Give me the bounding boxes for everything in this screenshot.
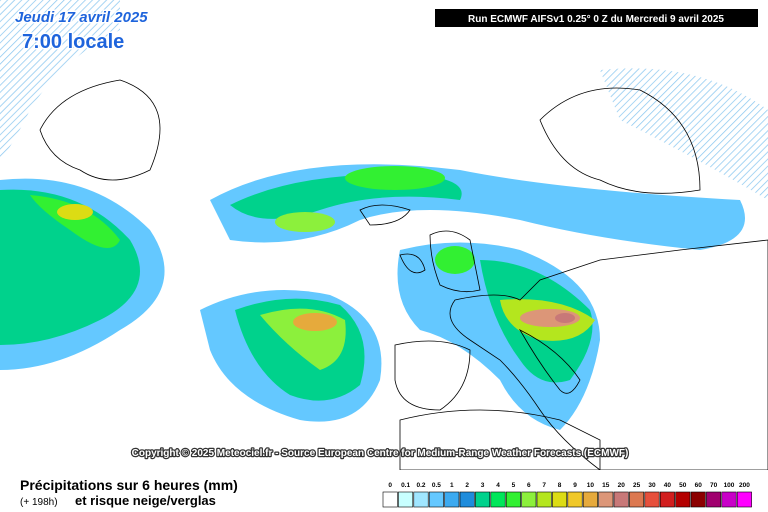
- coastline: [429, 230, 481, 293]
- legend-swatch: [690, 491, 706, 508]
- legend-label: 15: [602, 482, 610, 489]
- legend-label: 100: [724, 482, 735, 489]
- rain-area: [293, 313, 337, 331]
- coastline: [399, 253, 426, 274]
- legend-label: 3: [481, 482, 485, 489]
- legend-label: 7: [542, 482, 546, 489]
- legend-swatch: [736, 491, 752, 508]
- coastlines: [39, 79, 768, 471]
- legend-label: 8: [558, 482, 562, 489]
- legend-label: 60: [695, 482, 703, 489]
- legend-label: 5: [512, 482, 516, 489]
- forecast-date: Jeudi 17 avril 2025: [15, 9, 148, 26]
- legend-swatch: [629, 491, 645, 508]
- legend-swatch: [382, 491, 398, 508]
- run-info: Run ECMWF AIFSv1 0.25° 0 Z du Mercredi 9…: [468, 14, 724, 25]
- legend-label: 4: [496, 482, 500, 489]
- legend-swatch: [567, 491, 583, 508]
- legend-swatch: [444, 491, 460, 508]
- legend-lead: (+ 198h): [20, 497, 58, 508]
- legend-swatch: [490, 491, 506, 508]
- coastline: [449, 239, 768, 471]
- coastline: [399, 409, 601, 471]
- legend-swatch: [505, 491, 521, 508]
- coastline: [39, 79, 161, 181]
- run-box: [435, 9, 758, 27]
- legend-swatch: [598, 491, 614, 508]
- rain-area: [435, 246, 475, 274]
- legend-swatch: [459, 491, 475, 508]
- legend-label: 2: [465, 482, 469, 489]
- legend-title: Précipitations sur 6 heures (mm): [20, 477, 238, 493]
- legend-label: 30: [648, 482, 656, 489]
- coastline: [518, 329, 581, 394]
- legend-label: 20: [618, 482, 626, 489]
- legend-label: 25: [633, 482, 641, 489]
- legend-label: 0: [388, 482, 392, 489]
- legend-label: 6: [527, 482, 531, 489]
- legend-label: 10: [587, 482, 595, 489]
- legend-label: 0.1: [401, 482, 410, 489]
- snow-hatch: [600, 68, 768, 200]
- legend-swatch: [552, 491, 568, 508]
- legend-scale: 0 0.1 0.2 0.5 1 2 3 4 5 6 7 8 9 10 15 20 25 30 40 50 60 70 100…: [382, 482, 752, 508]
- legend-swatch: [721, 491, 737, 508]
- coastline: [539, 87, 701, 194]
- coastline: [394, 340, 471, 411]
- legend-label: 50: [679, 482, 687, 489]
- legend-swatch: [521, 491, 537, 508]
- legend-label: 9: [573, 482, 577, 489]
- legend-label: 0.5: [432, 482, 441, 489]
- rain-area: [345, 166, 445, 190]
- legend-swatch: [644, 491, 660, 508]
- legend-swatch: [706, 491, 722, 508]
- legend-label: 40: [664, 482, 672, 489]
- legend-swatch: [582, 491, 598, 508]
- legend-swatch: [675, 491, 691, 508]
- rain-area: [30, 195, 120, 248]
- legend-label: 1: [450, 482, 454, 489]
- rain-area: [57, 204, 93, 220]
- legend-label: 0.2: [416, 482, 425, 489]
- legend-swatch: [613, 491, 629, 508]
- rain-area: [555, 313, 575, 323]
- legend-label: 200: [739, 482, 750, 489]
- coastline: [359, 204, 411, 226]
- legend-swatch: [398, 491, 414, 508]
- legend-swatch: [536, 491, 552, 508]
- legend-subtitle: et risque neige/verglas: [75, 493, 216, 508]
- legend-swatch: [475, 491, 491, 508]
- legend-swatch: [659, 491, 675, 508]
- legend-swatch: [413, 491, 429, 508]
- snow-hatch: [0, 0, 120, 160]
- rain-area: [275, 212, 335, 232]
- forecast-time: 7:00 locale: [22, 31, 124, 53]
- precipitation-field: [0, 0, 768, 430]
- legend-swatch: [428, 491, 444, 508]
- copyright: Copyright © 2025 Meteociel.fr - Source E…: [132, 448, 629, 459]
- legend-label: 70: [710, 482, 718, 489]
